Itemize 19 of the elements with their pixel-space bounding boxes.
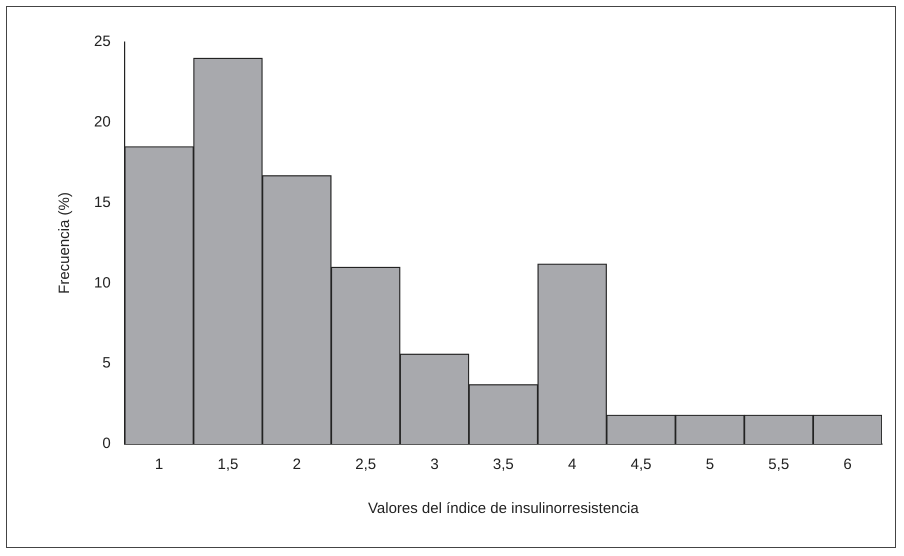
x-axis-title: Valores del índice de insulinorresistencia bbox=[368, 500, 640, 518]
x-tick-label: 1,5 bbox=[218, 456, 238, 474]
y-axis-title: Frecuencia (%) bbox=[56, 192, 74, 294]
x-tick-label: 5,5 bbox=[768, 456, 790, 474]
x-tick-label: 5 bbox=[706, 456, 714, 474]
y-tick-label: 0 bbox=[102, 435, 111, 452]
x-tick-label: 4,5 bbox=[630, 456, 652, 474]
y-tick-label: 15 bbox=[94, 194, 111, 211]
x-tick-label: 3 bbox=[430, 456, 439, 474]
x-tick-label: 2,5 bbox=[355, 456, 376, 474]
x-tick-label: 2 bbox=[292, 456, 301, 474]
y-tick-label: 10 bbox=[94, 274, 111, 292]
y-tick-label: 20 bbox=[94, 114, 111, 131]
x-tick-label: 4 bbox=[568, 456, 576, 474]
x-tick-label: 3,5 bbox=[492, 456, 514, 474]
y-tick-label: 25 bbox=[94, 33, 111, 50]
x-tick-label: 6 bbox=[843, 456, 852, 474]
y-tick-label: 5 bbox=[102, 354, 111, 372]
x-tick-label: 1 bbox=[154, 456, 164, 474]
